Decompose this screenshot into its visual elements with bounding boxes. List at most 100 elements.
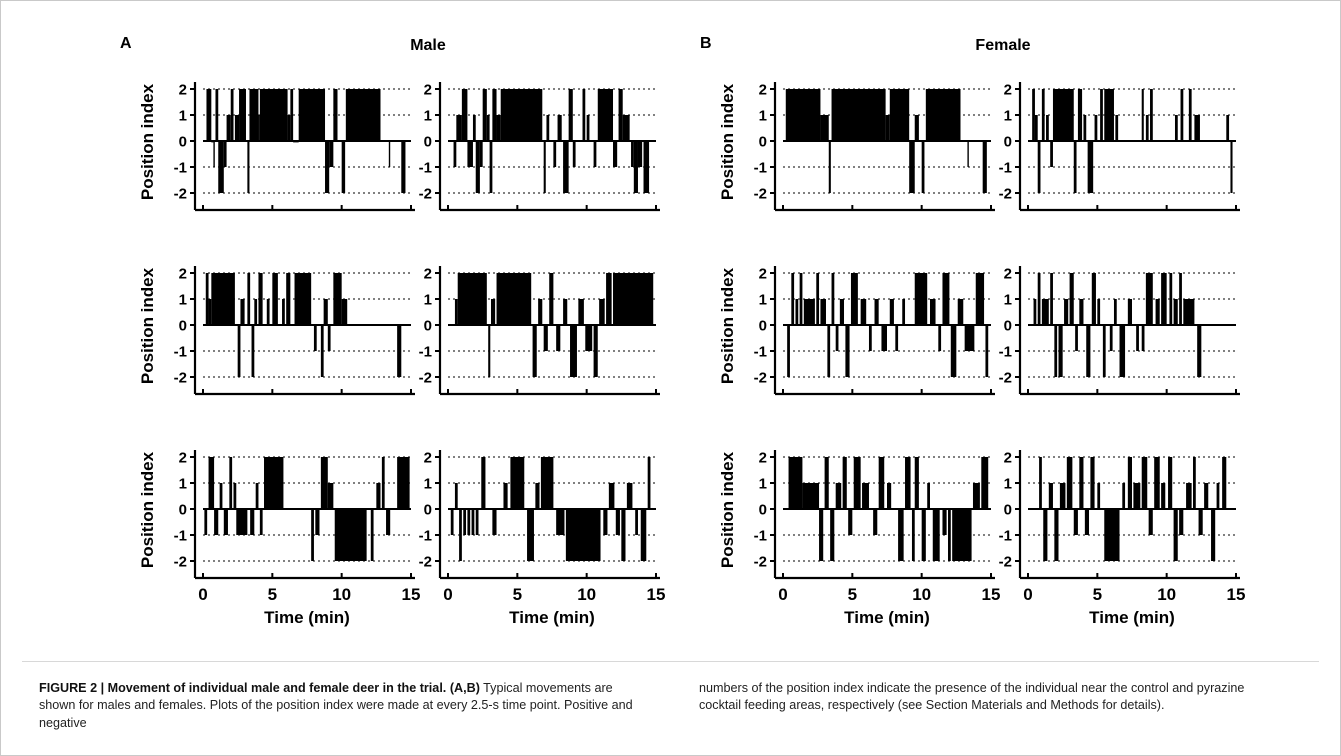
position-bar <box>889 299 894 325</box>
position-bar <box>463 509 467 535</box>
y-tick-label: 2 <box>759 266 767 283</box>
position-bar <box>1102 325 1106 377</box>
position-bar <box>226 115 231 141</box>
position-bar <box>860 299 867 325</box>
position-bar <box>557 115 562 141</box>
position-bar <box>510 457 525 509</box>
position-bar <box>1034 115 1038 141</box>
position-bar <box>848 509 853 535</box>
position-bar <box>1168 457 1173 509</box>
position-bar <box>972 483 980 509</box>
trace-plot: 2 1 0 -1 -2 Position index <box>718 266 995 396</box>
position-bar <box>282 299 285 325</box>
position-bar <box>381 457 385 509</box>
position-bar <box>585 325 593 351</box>
position-bar <box>320 457 328 509</box>
position-bar <box>914 457 919 509</box>
position-bar <box>1073 509 1078 535</box>
position-bar <box>831 273 835 325</box>
position-bar <box>593 325 598 377</box>
position-bar <box>456 115 462 141</box>
position-bar <box>942 509 947 535</box>
position-bar <box>492 89 497 141</box>
y-tick-label: 0 <box>759 134 767 151</box>
position-bar <box>254 299 258 325</box>
position-bar <box>622 115 630 141</box>
position-bar <box>492 509 497 535</box>
position-bar <box>503 483 508 509</box>
position-bar <box>1173 299 1178 325</box>
position-bar <box>1100 89 1103 141</box>
position-bar <box>290 89 294 141</box>
position-bar <box>1087 141 1094 193</box>
position-bar <box>454 299 458 325</box>
position-bar <box>927 483 930 509</box>
position-bar <box>914 115 919 141</box>
position-bar <box>938 325 942 351</box>
y-tick-label: -2 <box>419 554 432 571</box>
position-bar <box>266 299 270 325</box>
position-bar <box>388 141 391 167</box>
y-tick-label: 2 <box>424 266 432 283</box>
y-tick-label: -2 <box>999 186 1012 203</box>
position-bar <box>535 483 540 509</box>
x-axis-title: Time (min) <box>264 608 350 627</box>
position-bar <box>1084 509 1090 535</box>
position-bar <box>1169 273 1173 325</box>
y-tick-label: 1 <box>179 476 187 493</box>
position-bar <box>294 273 312 325</box>
position-bar <box>948 509 951 561</box>
position-bar <box>816 273 820 325</box>
position-bar <box>925 89 961 141</box>
position-bar <box>1211 509 1216 561</box>
y-tick-label: 2 <box>759 82 767 99</box>
y-tick-label: -1 <box>419 528 432 545</box>
position-bar <box>472 115 476 141</box>
position-bar <box>251 325 255 377</box>
y-tick-label: 2 <box>424 82 432 99</box>
position-bar <box>898 509 904 561</box>
position-bar <box>329 141 334 167</box>
position-bar <box>341 141 346 193</box>
position-bar <box>874 299 879 325</box>
position-bar <box>613 273 654 325</box>
position-bar <box>237 325 241 377</box>
group-title: Female <box>975 37 1030 54</box>
position-bar <box>613 141 618 167</box>
position-bar <box>1054 509 1059 561</box>
x-tick-label: 10 <box>912 585 931 604</box>
position-bar <box>1173 509 1178 561</box>
position-bar <box>1204 483 1209 509</box>
position-bar <box>397 325 402 377</box>
x-tick-label: 0 <box>778 585 787 604</box>
position-bar <box>1046 115 1049 141</box>
y-tick-label: 1 <box>1004 476 1012 493</box>
position-bar <box>568 89 573 141</box>
position-bar <box>788 457 803 509</box>
y-tick-label: 0 <box>424 318 432 335</box>
position-bar <box>453 141 457 167</box>
position-bar <box>909 141 915 193</box>
y-tick-label: -2 <box>419 370 432 387</box>
position-bar <box>540 457 554 509</box>
y-tick-label: -1 <box>174 344 187 361</box>
position-bar <box>1050 141 1053 167</box>
position-bar <box>1174 115 1178 141</box>
position-bar <box>1097 483 1101 509</box>
y-tick-label: 0 <box>424 502 432 519</box>
position-bar <box>259 509 263 535</box>
x-axis-title: Time (min) <box>1089 608 1175 627</box>
position-bar <box>538 299 543 325</box>
y-tick-label: 0 <box>759 502 767 519</box>
position-bar <box>1161 483 1166 509</box>
position-bar <box>914 273 928 325</box>
position-bar <box>236 509 248 535</box>
y-axis-title: Position index <box>718 83 737 200</box>
position-bar <box>1222 457 1227 509</box>
position-bar <box>500 89 543 141</box>
y-tick-label: -2 <box>754 554 767 571</box>
position-bar <box>582 89 586 141</box>
y-tick-label: 2 <box>179 450 187 467</box>
position-bar <box>1039 457 1042 509</box>
position-bar <box>1064 299 1069 325</box>
